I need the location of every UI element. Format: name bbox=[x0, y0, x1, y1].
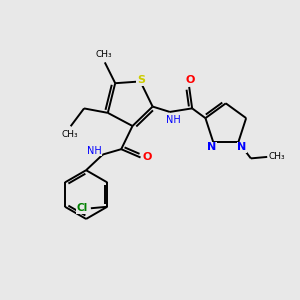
Text: CH₃: CH₃ bbox=[95, 50, 112, 58]
Text: O: O bbox=[186, 75, 195, 85]
Text: NH: NH bbox=[166, 115, 181, 125]
Text: N: N bbox=[207, 142, 216, 152]
Text: N: N bbox=[237, 142, 247, 152]
Text: CH₃: CH₃ bbox=[268, 152, 285, 161]
Text: S: S bbox=[137, 75, 145, 85]
Text: NH: NH bbox=[87, 146, 102, 156]
Text: Cl: Cl bbox=[76, 203, 88, 213]
Text: CH₃: CH₃ bbox=[62, 130, 78, 139]
Text: O: O bbox=[142, 152, 152, 163]
